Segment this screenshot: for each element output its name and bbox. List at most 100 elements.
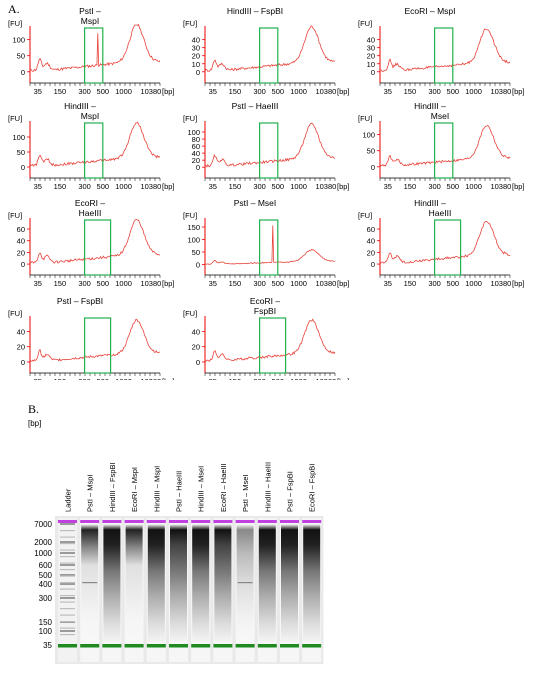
y-tick-label: 0	[196, 163, 200, 172]
x-tick-label: 500	[272, 377, 285, 380]
x-tick-label: 500	[97, 182, 110, 191]
size-selection-window	[434, 219, 462, 276]
gel-unit-label: [bp]	[28, 419, 41, 428]
upper-marker-band	[280, 520, 299, 523]
y-tick-label: 0	[196, 358, 200, 367]
upper-marker-band	[213, 520, 233, 523]
gel-lane-2: PstI – MspI	[80, 474, 100, 662]
lane-label: Ladder	[64, 488, 73, 512]
x-tick-label: 150	[229, 279, 242, 288]
fu-unit-label: [FU]	[8, 211, 22, 220]
y-tick-label: 20	[367, 248, 375, 257]
x-tick-label: 10380	[140, 377, 161, 380]
x-unit-label: [bp]	[337, 377, 350, 380]
y-tick-label: 30	[367, 44, 375, 53]
upper-marker-band	[235, 520, 255, 523]
fu-trace	[204, 225, 336, 265]
x-tick-label: 500	[447, 182, 460, 191]
x-tick-label: 500	[97, 279, 110, 288]
y-tick-label: 20	[192, 52, 200, 61]
fu-trace	[204, 318, 336, 362]
x-tick-label: 500	[272, 279, 285, 288]
lane-label: EcoRI – FspBI	[308, 464, 317, 512]
sample-smear	[214, 524, 232, 642]
x-tick-label: 1000	[290, 377, 307, 380]
x-unit-label: [bp]	[337, 182, 350, 191]
x-tick-label: 300	[428, 182, 441, 191]
ladder-band	[60, 564, 75, 566]
size-selection-window	[259, 317, 287, 374]
ladder-band	[60, 541, 75, 543]
plot-title: PstI – HaeIII	[232, 101, 279, 111]
y-tick-label: 20	[192, 156, 200, 165]
fu-trace	[379, 221, 511, 264]
gel-lane-4: EcoRI – MspI	[124, 467, 144, 662]
x-unit-label: [bp]	[337, 87, 350, 96]
gel-lane-5: HindIII – MspI	[146, 466, 166, 662]
sample-band	[82, 582, 98, 584]
gel-lane-8: EcoRI – HaeIII	[213, 463, 233, 662]
size-selection-window	[83, 27, 104, 84]
fu-unit-label: [FU]	[8, 19, 22, 28]
fu-trace	[29, 23, 161, 72]
gel-image: [bp] Ladder PstI – MspI HindIII – FspBI EcoR…	[28, 419, 324, 664]
sample-smear	[147, 524, 165, 642]
x-tick-label: 1000	[290, 87, 307, 96]
fu-trace	[204, 122, 336, 168]
y-tick-label: 30	[192, 44, 200, 53]
ladder-tick-label: 300	[39, 594, 53, 603]
y-tick-label: 100	[187, 236, 200, 245]
x-tick-label: 10380	[140, 279, 161, 288]
x-tick-label: 500	[97, 377, 110, 380]
x-tick-label: 1000	[115, 377, 132, 380]
size-selection-window	[434, 27, 454, 84]
ladder-minor-band	[60, 536, 75, 538]
plot-title: MspI	[81, 16, 99, 26]
lane-label: HindIII – HaeIII	[263, 462, 272, 512]
ladder-minor-band	[60, 608, 75, 610]
ladder-minor-band	[60, 627, 75, 629]
ladder-tick-label: 150	[39, 618, 53, 627]
fu-unit-label: [FU]	[183, 309, 197, 318]
x-tick-label: 150	[404, 87, 417, 96]
size-selection-window	[83, 122, 104, 179]
plot-title: EcoRI –	[75, 198, 106, 208]
ladder-minor-band	[60, 601, 75, 603]
ladder-tick-label: 600	[39, 561, 53, 570]
fu-trace	[379, 125, 511, 167]
ladder-band	[60, 523, 75, 525]
x-tick-label: 1000	[115, 87, 132, 96]
plot-title: EcoRI – MspI	[404, 6, 455, 16]
y-tick-label: 0	[21, 68, 25, 77]
fu-trace	[29, 318, 161, 362]
upper-marker-band	[80, 520, 100, 523]
x-unit-label: [bp]	[162, 182, 175, 191]
x-tick-label: 150	[54, 279, 67, 288]
x-tick-label: 1000	[115, 182, 132, 191]
electropherogram-4: HindIII –MspI [FU] 0 50 100 35 150 300 500 1000 10…	[8, 101, 175, 191]
x-tick-label: 150	[54, 182, 67, 191]
y-tick-label: 0	[21, 260, 25, 269]
ladder-band	[60, 583, 75, 585]
gel-background	[55, 516, 324, 664]
gel-lane-11: PstI – FspBI	[280, 471, 299, 662]
x-tick-label: 150	[404, 182, 417, 191]
x-tick-label: 300	[253, 377, 266, 380]
x-tick-label: 10380	[490, 182, 511, 191]
ladder-tick-label: 500	[39, 571, 53, 580]
ladder-tick-label: 2000	[34, 538, 52, 547]
lower-marker-band	[58, 644, 77, 648]
upper-marker-band	[58, 520, 77, 523]
y-tick-label: 10	[192, 60, 200, 69]
y-tick-label: 0	[21, 358, 25, 367]
y-tick-label: 60	[17, 225, 25, 234]
gel-lane-3: HindIII – FspBI	[102, 462, 122, 662]
plot-title: PstI – MseI	[234, 198, 277, 208]
sample-smear	[303, 524, 321, 642]
plot-title: HaeIII	[429, 208, 452, 218]
electropherogram-9: HindIII –HaeIII [FU] 0 20 40 60 35 150 300 500 100…	[358, 198, 525, 288]
ladder-tick-label: 1000	[34, 549, 52, 558]
y-tick-label: 0	[371, 163, 375, 172]
ladder-band	[60, 574, 75, 576]
